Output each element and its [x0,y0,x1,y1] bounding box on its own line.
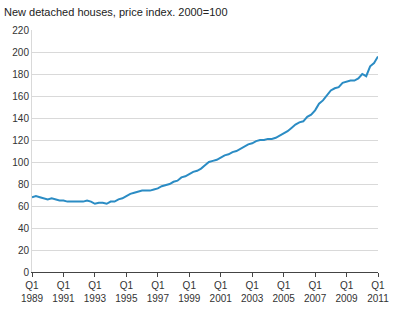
svg-text:180: 180 [12,69,29,80]
svg-text:Q12005: Q12005 [273,280,296,304]
svg-text:100: 100 [12,157,29,168]
svg-text:Q11991: Q11991 [52,280,75,304]
svg-text:140: 140 [12,113,29,124]
svg-text:200: 200 [12,47,29,58]
svg-text:160: 160 [12,91,29,102]
svg-text:40: 40 [18,223,30,234]
svg-text:20: 20 [18,245,30,256]
svg-text:60: 60 [18,201,30,212]
svg-text:Q11989: Q11989 [21,280,44,304]
svg-text:Q11997: Q11997 [147,280,170,304]
svg-text:Q11999: Q11999 [178,280,201,304]
svg-text:Q11993: Q11993 [84,280,107,304]
svg-text:0: 0 [23,267,29,278]
svg-text:Q12001: Q12001 [210,280,233,304]
svg-text:220: 220 [12,25,29,36]
svg-text:Q12007: Q12007 [304,280,327,304]
svg-text:80: 80 [18,179,30,190]
svg-text:Q11995: Q11995 [115,280,138,304]
svg-text:Q12009: Q12009 [335,280,358,304]
svg-text:120: 120 [12,135,29,146]
svg-text:New detached houses, price ind: New detached houses, price index. 2000=1… [4,6,228,18]
svg-text:Q12003: Q12003 [241,280,264,304]
svg-text:Q12011: Q12011 [367,280,389,304]
